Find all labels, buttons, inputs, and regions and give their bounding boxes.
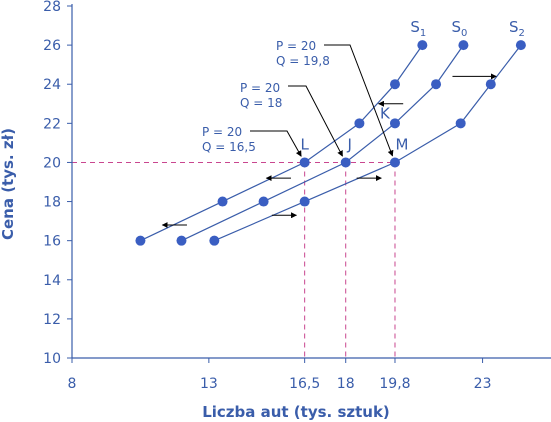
x-tick-label: 8 xyxy=(68,376,77,392)
annotation-leader-arrow xyxy=(288,85,343,157)
data-point-s2 xyxy=(209,235,220,246)
y-tick-label: 20 xyxy=(43,155,61,171)
data-point-s1 xyxy=(299,157,310,168)
y-tick-label: 10 xyxy=(43,351,61,367)
guide-lines xyxy=(72,161,396,358)
y-tick-label: 22 xyxy=(43,116,61,132)
series-label-s2: S2 xyxy=(509,18,525,39)
y-tick-label: 28 xyxy=(43,0,61,15)
y-axis-title: Cena (tys. zł) xyxy=(0,128,17,240)
data-point-s2 xyxy=(299,196,310,207)
data-point-s1 xyxy=(135,235,146,246)
y-tick-label: 12 xyxy=(43,312,61,328)
x-tick-label: 19,8 xyxy=(379,376,410,392)
shift-arrows xyxy=(161,73,497,229)
data-point-s2 xyxy=(455,118,466,129)
data-point-s2 xyxy=(485,79,496,90)
data-points xyxy=(135,40,526,246)
data-point-s0 xyxy=(458,40,469,51)
data-point-s1 xyxy=(354,118,365,129)
annotation-leader-arrow xyxy=(324,44,394,157)
annotation-quantity: Q = 16,5 xyxy=(202,140,256,154)
data-point-s1 xyxy=(417,40,428,51)
annotation-quantity: Q = 18 xyxy=(240,96,282,110)
y-tick-label: 24 xyxy=(43,77,61,93)
x-tick-label: 13 xyxy=(200,376,218,392)
labels: S1 S0 S2 L J MK xyxy=(300,18,524,153)
data-point-s1 xyxy=(389,79,400,90)
y-tick-label: 14 xyxy=(43,273,61,289)
point-label-m: M xyxy=(396,135,409,153)
point-label-j: J xyxy=(346,135,351,153)
data-point-s0 xyxy=(258,196,269,207)
data-point-s1 xyxy=(217,196,228,207)
annotation-quantity: Q = 19,8 xyxy=(276,54,330,68)
annotation-price: P = 20 xyxy=(276,39,316,53)
series-line-s1 xyxy=(140,44,423,242)
data-point-s0 xyxy=(176,235,187,246)
x-tick-label: 18 xyxy=(337,376,355,392)
data-point-s0 xyxy=(431,79,442,90)
point-label-l: L xyxy=(300,135,309,153)
annotations: P = 20Q = 16,5P = 20Q = 18P = 20Q = 19,8 xyxy=(202,39,394,157)
annotation-price: P = 20 xyxy=(240,81,280,95)
data-point-s2 xyxy=(515,40,526,51)
annotation-leader-arrow xyxy=(250,130,302,157)
point-label-k: K xyxy=(380,104,391,122)
data-point-s0 xyxy=(340,157,351,168)
axes: 10 12 14 16 18 20 22 24 26 28 8 13 16,5 18 19,8 23 xyxy=(43,0,551,392)
y-tick-label: 18 xyxy=(43,195,61,211)
x-axis-title: Liczba aut (tys. sztuk) xyxy=(202,403,390,421)
x-tick-label: 16,5 xyxy=(289,376,320,392)
annotation-price: P = 20 xyxy=(202,125,242,139)
series-line-s2 xyxy=(214,44,522,242)
series-line-s0 xyxy=(181,44,464,242)
x-tick-label: 23 xyxy=(474,376,492,392)
y-tick-label: 16 xyxy=(43,234,61,250)
data-point-s0 xyxy=(389,118,400,129)
series-label-s1: S1 xyxy=(410,18,426,39)
data-point-s2 xyxy=(389,157,400,168)
series-label-s0: S0 xyxy=(451,18,467,39)
series-lines xyxy=(140,44,522,242)
y-tick-label: 26 xyxy=(43,38,61,54)
